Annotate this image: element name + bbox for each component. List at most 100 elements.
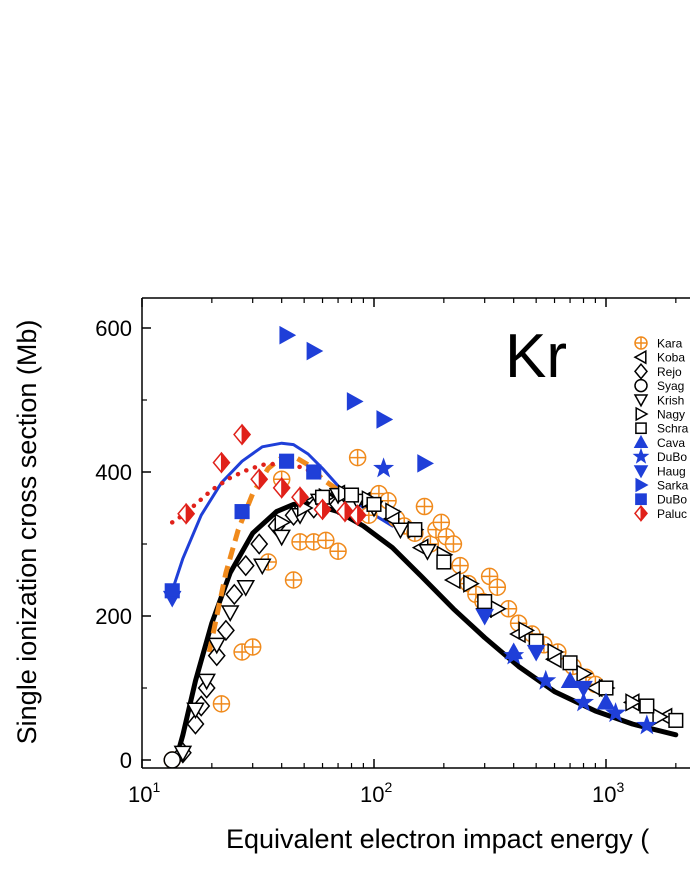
point-dubo-square-filled <box>279 453 295 469</box>
y-tick-label: 200 <box>95 604 132 629</box>
legend: KaraKobaRejoSyagKrishNagySchraCavaDuBoHa… <box>632 336 689 522</box>
point-paluc-diamond-half <box>233 423 252 446</box>
point-haug-triangle-down-filled <box>574 680 593 698</box>
point-schra-square <box>436 554 452 570</box>
legend-marker-nagy-triangle-right <box>635 406 649 422</box>
point-kara-circle-plus <box>243 638 262 656</box>
legend-marker-syag-circle <box>634 378 648 393</box>
point-haug-triangle-down-filled <box>526 644 546 662</box>
legend-label: Kara <box>657 337 683 351</box>
y-axis-title: Single ionization cross section (Mb) <box>12 320 42 745</box>
point-krish-triangle-down <box>272 529 291 547</box>
point-syag-circle <box>163 751 181 768</box>
point-rejo-diamond <box>250 533 269 555</box>
legend-marker-dubo-star <box>632 447 650 464</box>
element-label: Kr <box>505 322 567 391</box>
point-paluc-diamond-half <box>212 451 231 474</box>
point-dubo-star <box>373 457 395 478</box>
point-krish-triangle-down <box>173 745 193 763</box>
point-nagy-triangle-right <box>625 693 642 712</box>
legend-label: Syag <box>657 379 684 393</box>
legend-marker-sarka-triangle-right-filled <box>635 477 649 493</box>
point-rejo-diamond <box>207 644 226 667</box>
point-nagy-triangle-right <box>385 502 402 521</box>
point-haug-triangle-down-filled <box>475 608 494 626</box>
point-dubo-star <box>636 714 658 735</box>
point-paluc-diamond-half <box>348 504 367 527</box>
legend-marker-rejo-diamond <box>634 363 648 380</box>
point-schra-square <box>343 487 360 503</box>
point-dubo-square-filled <box>234 504 250 520</box>
point-sarka-triangle-right-filled <box>279 325 297 345</box>
legend-label: Schra <box>657 422 689 436</box>
point-dubo-star <box>573 691 594 712</box>
point-sarka-triangle-right-filled <box>306 341 324 361</box>
point-kara-circle-plus <box>212 695 231 713</box>
point-paluc-diamond-half <box>250 468 269 491</box>
point-krish-triangle-down <box>186 702 205 720</box>
legend-label: Sarka <box>657 479 689 493</box>
x-axis-title: Equivalent electron impact energy ( <box>226 824 649 854</box>
point-paluc-diamond-half <box>313 498 332 521</box>
point-nagy-triangle-right <box>274 513 292 532</box>
point-rejo-diamond <box>216 619 235 642</box>
legend-label: Cava <box>657 436 685 450</box>
point-krish-triangle-down <box>220 605 240 622</box>
curve-black-theory <box>173 501 679 763</box>
point-dubo-star <box>605 702 627 723</box>
point-nagy-triangle-right <box>547 642 565 662</box>
point-kara-circle-plus <box>488 578 507 596</box>
point-rejo-diamond <box>236 554 255 577</box>
point-kara-circle-plus <box>444 535 463 553</box>
point-rejo-diamond <box>186 713 205 735</box>
point-kara-circle-plus <box>415 497 434 516</box>
point-cava-triangle-up <box>560 671 580 688</box>
point-schra-square <box>668 712 684 728</box>
point-kara-circle-plus <box>284 571 303 589</box>
x-tick-label: 102 <box>360 779 392 807</box>
legend-marker-paluc-diamond-half <box>634 504 648 522</box>
legend-label: Paluc <box>657 507 687 521</box>
point-cava-triangle-up <box>596 692 616 710</box>
legend-marker-cava-triangle-up <box>633 434 649 448</box>
x-tick-label: 103 <box>592 779 624 807</box>
point-nagy-triangle-right <box>463 574 480 593</box>
legend-label: Nagy <box>657 408 685 422</box>
x-tick-label: 101 <box>128 779 160 807</box>
point-dubo-square-filled <box>164 583 180 599</box>
point-krish-triangle-down <box>207 637 227 655</box>
point-krish-triangle-down <box>391 522 410 540</box>
point-nagy-triangle-right <box>576 664 594 683</box>
point-kara-circle-plus <box>317 531 335 550</box>
legend-marker-haug-triangle-down-filled <box>633 465 649 479</box>
point-kara-circle-plus <box>329 542 347 560</box>
point-paluc-diamond-half <box>291 486 310 509</box>
point-dubo-star <box>535 669 557 690</box>
point-krish-triangle-down <box>253 558 272 576</box>
point-schra-square <box>639 698 655 714</box>
y-tick-label: 0 <box>120 748 132 773</box>
legend-label: Haug <box>657 464 686 478</box>
point-krish-triangle-down <box>236 580 256 597</box>
point-krish-triangle-down <box>418 544 437 561</box>
point-schra-square <box>562 655 578 671</box>
legend-label: Krish <box>657 393 684 407</box>
point-rejo-diamond <box>225 583 244 606</box>
legend-label: Rejo <box>657 365 682 379</box>
legend-marker-koba-triangle-left <box>633 349 647 365</box>
y-tick-label: 600 <box>95 316 132 341</box>
point-nagy-triangle-right <box>652 707 670 727</box>
point-sarka-triangle-right-filled <box>376 410 394 429</box>
point-paluc-diamond-half <box>336 500 354 523</box>
y-tick-label: 400 <box>95 460 132 485</box>
point-krish-triangle-down <box>197 673 216 691</box>
point-paluc-diamond-half <box>177 502 196 525</box>
point-kara-circle-plus <box>432 513 451 532</box>
point-kara-circle-plus <box>451 556 469 575</box>
point-koba-triangle-left <box>443 570 461 590</box>
legend-label: DuBo <box>657 493 687 507</box>
point-schra-square <box>366 496 382 512</box>
point-schra-square <box>598 680 614 696</box>
legend-marker-kara-circle-plus <box>634 336 648 350</box>
